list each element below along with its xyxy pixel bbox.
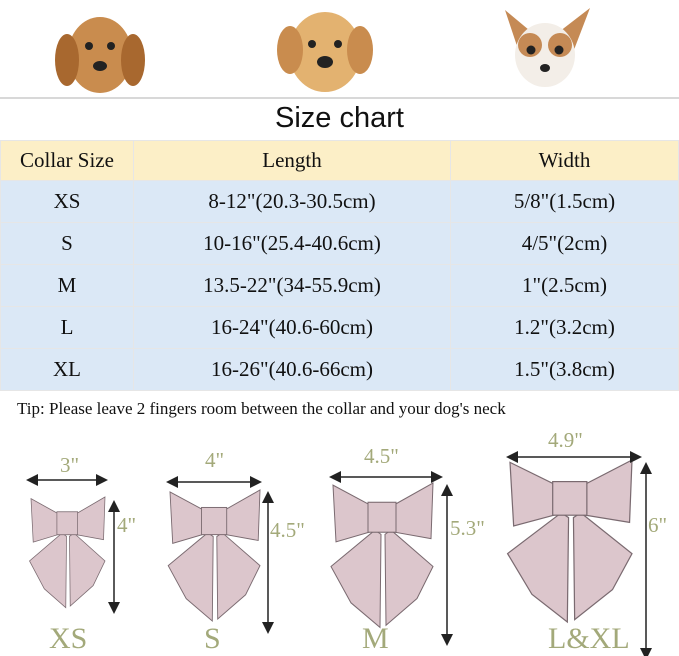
dimension-arrows	[26, 451, 652, 656]
table-row: XS 8-12"(20.3-30.5cm) 5/8"(1.5cm)	[0, 180, 679, 223]
bow-xs	[29, 496, 106, 609]
cell: 1.5"(3.8cm)	[450, 348, 679, 391]
bow-m-height: 5.3"	[450, 516, 485, 540]
bow-m	[330, 482, 434, 628]
bow-xs-height: 4"	[117, 513, 137, 537]
cell: 16-26"(40.6-66cm)	[133, 348, 451, 391]
bow-m-width: 4.5"	[364, 444, 399, 468]
dog-photo-2	[277, 12, 373, 92]
table-row: L 16-24"(40.6-60cm) 1.2"(3.2cm)	[0, 306, 679, 349]
cell: M	[0, 264, 134, 307]
bow-m-label: M	[362, 622, 389, 655]
bow-xs-label: XS	[49, 622, 88, 655]
size-table: Collar Size Length Width XS 8-12"(20.3-30…	[0, 140, 679, 391]
dog-photo-1	[55, 17, 145, 93]
cell: 10-16"(25.4-40.6cm)	[133, 222, 451, 265]
bow-xs-width: 3"	[60, 453, 80, 477]
tip-text: Tip: Please leave 2 fingers room between…	[17, 399, 506, 418]
bow-lxl-label: L&XL	[548, 622, 630, 655]
cell: 1"(2.5cm)	[450, 264, 679, 307]
bow-s-width: 4"	[205, 448, 225, 472]
table-header: Collar Size Length Width	[0, 140, 679, 181]
bow-s	[167, 489, 261, 622]
header-cell: Width	[450, 140, 679, 181]
bow-lxl	[506, 459, 633, 623]
bow-lxl-width: 4.9"	[548, 428, 583, 452]
page-title: Size chart	[275, 102, 404, 134]
table-row: XL 16-26"(40.6-66cm) 1.5"(3.8cm)	[0, 348, 679, 391]
cell: 8-12"(20.3-30.5cm)	[133, 180, 451, 223]
cell: 1.2"(3.2cm)	[450, 306, 679, 349]
cell: L	[0, 306, 134, 349]
cell: S	[0, 222, 134, 265]
cell: XL	[0, 348, 134, 391]
divider	[0, 97, 679, 99]
bow-lxl-height: 6"	[648, 513, 668, 537]
bow-s-label: S	[204, 622, 221, 655]
cell: 5/8"(1.5cm)	[450, 180, 679, 223]
dog-photo-3	[505, 8, 590, 87]
bow-s-height: 4.5"	[270, 518, 305, 542]
cell: 16-24"(40.6-60cm)	[133, 306, 451, 349]
